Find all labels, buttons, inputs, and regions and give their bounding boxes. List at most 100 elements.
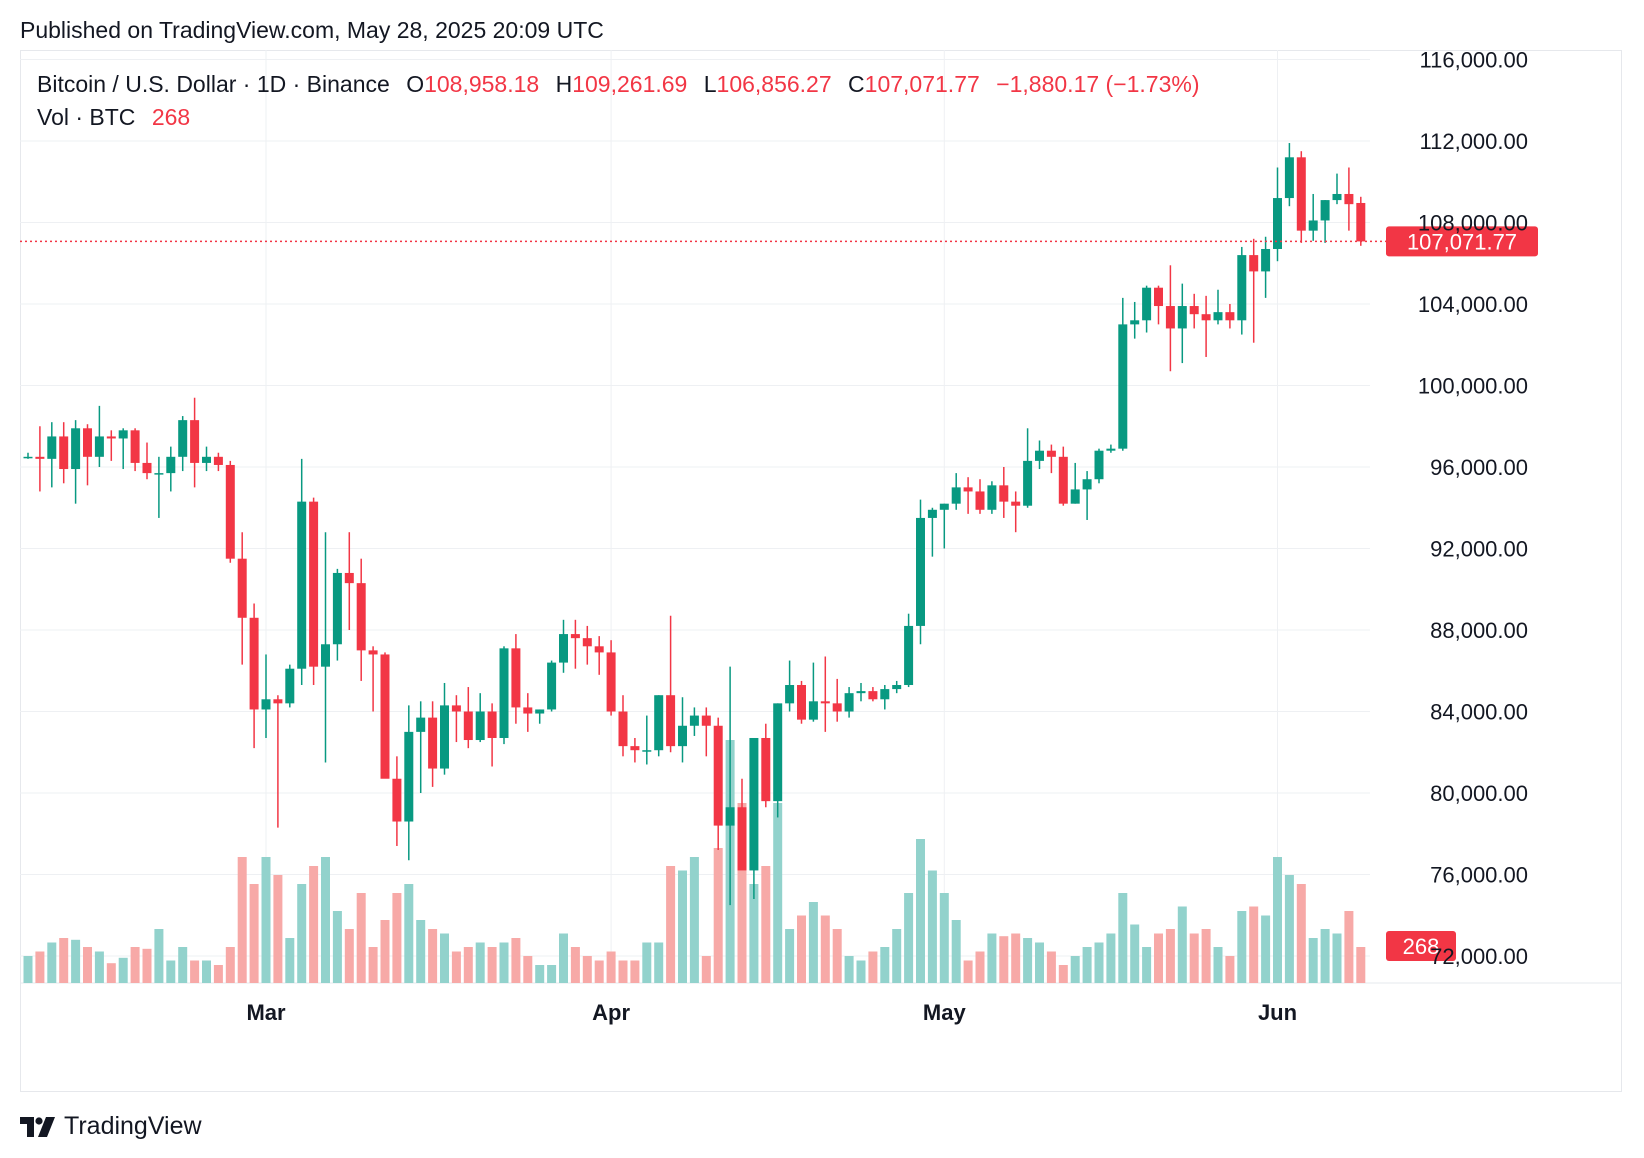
volume-bar xyxy=(106,963,116,983)
volume-bar xyxy=(451,951,461,983)
volume-bar xyxy=(916,839,925,983)
close-value: 107,071.77 xyxy=(864,71,980,97)
candle-body xyxy=(1130,320,1140,325)
symbol-title[interactable]: Bitcoin / U.S. Dollar · 1D · Binance xyxy=(37,71,390,97)
chart-frame[interactable] xyxy=(20,50,1622,1092)
volume-bar xyxy=(797,915,806,983)
volume-bar xyxy=(785,929,795,983)
volume-label[interactable]: Vol · BTC xyxy=(37,104,136,130)
candle-body xyxy=(59,436,69,470)
volume-bar xyxy=(1165,929,1175,983)
volume-bar xyxy=(1011,933,1021,983)
price-tick-label: 76,000.00 xyxy=(1430,863,1528,888)
candle-body xyxy=(332,572,342,645)
volume-bar xyxy=(178,947,188,983)
volume-bar xyxy=(927,870,937,983)
volume-bar xyxy=(154,929,164,983)
volume-bar xyxy=(1082,947,1092,983)
time-tick-label: Jun xyxy=(1258,1000,1297,1025)
candle-body xyxy=(511,648,521,708)
last-price-badge xyxy=(1386,226,1538,257)
volume-bar xyxy=(1070,956,1080,983)
volume-bar xyxy=(225,947,235,983)
candle-body xyxy=(582,638,592,647)
volume-bar xyxy=(332,911,342,983)
volume-bar xyxy=(856,960,866,983)
candle-body xyxy=(701,715,711,726)
candle-body xyxy=(463,711,473,741)
candle-body xyxy=(666,695,676,747)
candle-body xyxy=(606,652,616,712)
volume-bar xyxy=(832,929,842,983)
volume-bar xyxy=(951,920,961,983)
candle-body xyxy=(570,634,580,639)
candle-body xyxy=(618,711,628,747)
volume-bar xyxy=(713,848,723,983)
open-value: 108,958.18 xyxy=(424,71,540,97)
volume-bar xyxy=(773,803,783,983)
candle-body xyxy=(83,428,92,457)
candle-body xyxy=(1273,198,1282,249)
volume-bar xyxy=(499,942,509,983)
volume-bar xyxy=(654,942,664,983)
candle-body xyxy=(1249,255,1259,272)
candle-body xyxy=(975,491,985,510)
price-tick-label: 80,000.00 xyxy=(1430,781,1528,806)
time-tick-label: Mar xyxy=(246,1000,286,1025)
published-caption: Published on TradingView.com, May 28, 20… xyxy=(20,17,604,43)
volume-bar xyxy=(963,960,973,983)
candle-body xyxy=(309,501,319,667)
volume-bar xyxy=(273,875,283,983)
volume-bar xyxy=(999,936,1009,983)
volume-value: 268 xyxy=(151,104,191,130)
brand-name: TradingView xyxy=(64,1112,202,1140)
candle-body xyxy=(499,648,509,738)
volume-bar xyxy=(678,870,687,983)
volume-bar xyxy=(1189,933,1199,983)
volume-badge-label: 268 xyxy=(1403,934,1440,959)
candle-body xyxy=(213,456,223,465)
candle-body xyxy=(1237,255,1247,321)
candle-body xyxy=(523,707,533,714)
volume-bar xyxy=(487,947,497,983)
volume-bar xyxy=(1261,915,1271,983)
volume-bar xyxy=(356,893,366,983)
candle-body xyxy=(808,701,818,720)
volume-badge xyxy=(1386,931,1456,961)
low-label: L xyxy=(703,71,717,97)
candle-body xyxy=(1201,314,1211,321)
candle-body xyxy=(987,485,997,510)
candle-body xyxy=(856,691,866,694)
volume-bar xyxy=(630,960,640,983)
last-price-label: 107,071.77 xyxy=(1407,229,1517,254)
candle-body xyxy=(916,517,925,626)
price-tick-label: 88,000.00 xyxy=(1430,618,1528,643)
candle-body xyxy=(939,503,949,510)
candle-body xyxy=(1023,460,1033,506)
volume-bar xyxy=(1237,911,1247,983)
candle-body xyxy=(1320,200,1330,221)
volume-bar xyxy=(23,956,33,983)
candle-body xyxy=(261,699,271,710)
tradingview-brand[interactable]: TradingView xyxy=(20,1112,202,1141)
volume-bar xyxy=(344,929,354,983)
price-tick-label: 104,000.00 xyxy=(1418,292,1528,317)
volume-bar xyxy=(868,951,878,983)
volume-bar xyxy=(1213,947,1223,983)
candle-body xyxy=(380,654,390,779)
candle-body xyxy=(451,705,461,712)
volume-bar xyxy=(1177,906,1187,983)
candle-body xyxy=(689,715,699,726)
volume-bar xyxy=(213,965,223,983)
candle-body xyxy=(285,668,295,704)
low-value: 106,856.27 xyxy=(716,71,832,97)
price-tick-label: 72,000.00 xyxy=(1430,944,1528,969)
volume-bar xyxy=(142,948,152,983)
volume-bar xyxy=(1058,965,1068,983)
price-tick-label: 84,000.00 xyxy=(1430,700,1528,725)
price-tick-label: 116,000.00 xyxy=(1420,48,1528,73)
candle-body xyxy=(797,685,806,720)
candle-body xyxy=(1118,324,1128,449)
candle-body xyxy=(487,711,497,738)
